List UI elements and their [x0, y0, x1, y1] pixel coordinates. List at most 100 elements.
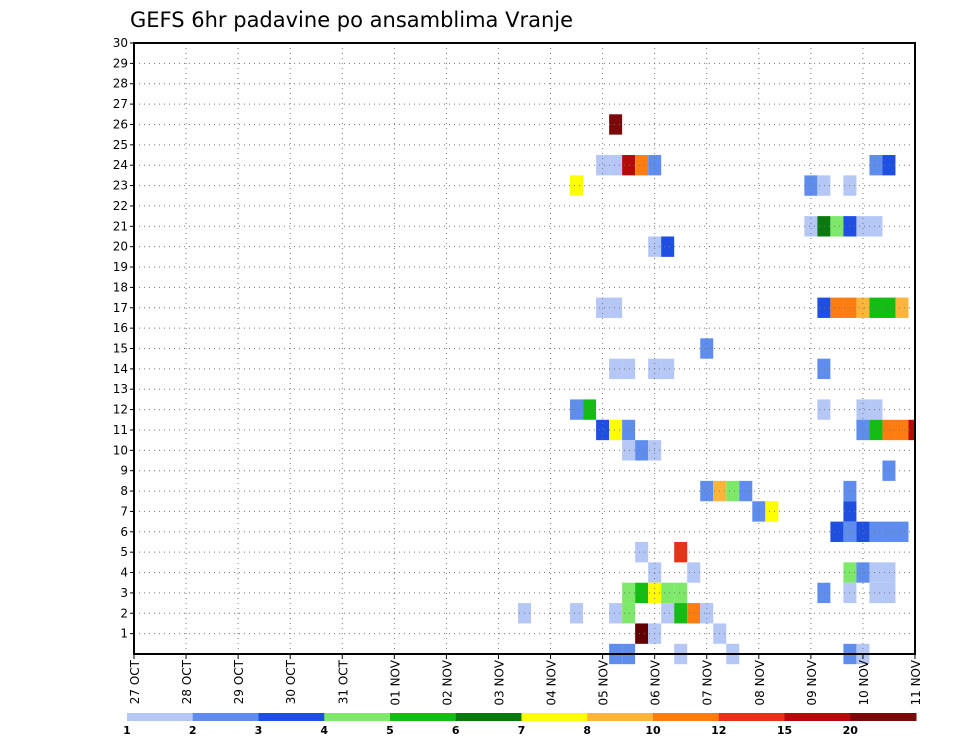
- data-cell: [882, 297, 896, 318]
- data-cell: [700, 480, 714, 502]
- data-cell: [596, 419, 610, 441]
- data-cell: [674, 603, 688, 624]
- data-cell: [804, 175, 818, 196]
- y-tick-label: 11: [113, 423, 128, 437]
- legend-swatch: [850, 713, 917, 721]
- data-cell: [622, 155, 636, 176]
- data-cell: [882, 582, 896, 604]
- x-tick-label: 10 NOV: [857, 659, 871, 705]
- data-cell: [895, 521, 909, 542]
- data-cell: [856, 297, 870, 318]
- data-cell: [596, 155, 610, 176]
- x-tick-label: 30 OCT: [284, 659, 298, 704]
- data-cell: [895, 297, 909, 318]
- legend-label: 4: [320, 724, 328, 737]
- y-tick-label: 18: [113, 280, 128, 294]
- y-tick-label: 26: [113, 117, 128, 131]
- data-cell: [635, 155, 649, 176]
- data-cell: [882, 155, 896, 176]
- chart-title: GEFS 6hr padavine po ansamblima Vranje: [130, 8, 573, 32]
- data-cell: [817, 216, 831, 237]
- data-cell: [830, 216, 844, 237]
- x-tick-label: 29 OCT: [232, 659, 246, 704]
- y-tick-label: 1: [120, 627, 128, 641]
- data-cell: [882, 562, 896, 583]
- y-tick-label: 30: [113, 36, 128, 50]
- data-cell: [622, 419, 636, 441]
- legend-swatch: [587, 713, 654, 721]
- legend-label: 2: [189, 724, 197, 737]
- data-cell: [622, 358, 636, 380]
- data-cell: [752, 501, 766, 522]
- data-cell: [674, 541, 688, 563]
- legend-swatch: [127, 713, 194, 721]
- data-cell: [869, 562, 883, 583]
- data-cell: [869, 216, 883, 237]
- legend-label: 15: [777, 724, 792, 737]
- data-cells: [517, 114, 915, 665]
- data-cell: [869, 521, 883, 542]
- y-tick-label: 22: [113, 199, 128, 213]
- data-cell: [856, 399, 870, 420]
- data-cell: [817, 175, 831, 196]
- x-tick-label: 03 NOV: [492, 659, 506, 705]
- y-tick-label: 4: [120, 566, 128, 580]
- data-cell: [609, 155, 623, 176]
- legend-swatch: [324, 713, 391, 721]
- data-cell: [635, 623, 649, 644]
- x-tick-label: 05 NOV: [597, 659, 611, 705]
- data-cell: [661, 603, 675, 624]
- data-cell: [687, 562, 701, 583]
- data-cell: [869, 419, 883, 441]
- data-cell: [765, 501, 779, 522]
- y-axis: 1234567891011121314151617181920212223242…: [113, 36, 134, 641]
- data-cell: [882, 419, 896, 441]
- y-tick-label: 17: [113, 301, 128, 315]
- data-cell: [635, 440, 649, 461]
- y-tick-label: 7: [120, 504, 128, 518]
- y-tick-label: 16: [113, 321, 128, 335]
- data-cell: [609, 114, 623, 135]
- legend-label: 6: [452, 724, 460, 737]
- data-cell: [739, 480, 753, 502]
- data-cell: [882, 521, 896, 542]
- legend-label: 20: [843, 724, 859, 737]
- data-cell: [856, 562, 870, 583]
- data-cell: [635, 541, 649, 563]
- legend-label: 5: [386, 724, 394, 737]
- data-cell: [830, 521, 844, 542]
- y-tick-label: 2: [120, 606, 128, 620]
- x-tick-label: 31 OCT: [336, 659, 350, 704]
- data-cell: [856, 419, 870, 441]
- legend-swatch: [718, 713, 785, 721]
- data-cell: [609, 358, 623, 380]
- data-cell: [661, 236, 675, 257]
- data-cell: [674, 582, 688, 604]
- data-cell: [622, 603, 636, 624]
- x-tick-label: 06 NOV: [649, 659, 663, 705]
- y-tick-label: 5: [120, 545, 128, 559]
- x-tick-label: 09 NOV: [805, 659, 819, 705]
- y-tick-label: 9: [120, 464, 128, 478]
- y-tick-label: 28: [113, 77, 128, 91]
- data-cell: [609, 603, 623, 624]
- legend-swatch: [455, 713, 522, 721]
- legend-label: 7: [518, 724, 526, 737]
- legend-label: 8: [583, 724, 591, 737]
- color-legend: 1 2 3 4 5 6 7 8 10 12 15 20: [123, 713, 917, 737]
- data-cell: [661, 582, 675, 604]
- x-tick-label: 01 NOV: [388, 659, 402, 705]
- legend-swatch: [192, 713, 259, 721]
- data-cell: [570, 603, 584, 624]
- legend-swatch: [390, 713, 457, 721]
- data-cell: [609, 297, 623, 318]
- x-tick-label: 28 OCT: [180, 659, 194, 704]
- data-cell: [895, 419, 909, 441]
- data-cell: [817, 399, 831, 420]
- legend-label: 12: [711, 724, 726, 737]
- data-cell: [817, 297, 831, 318]
- data-cell: [804, 216, 818, 237]
- legend-swatch: [784, 713, 851, 721]
- data-cell: [882, 460, 896, 481]
